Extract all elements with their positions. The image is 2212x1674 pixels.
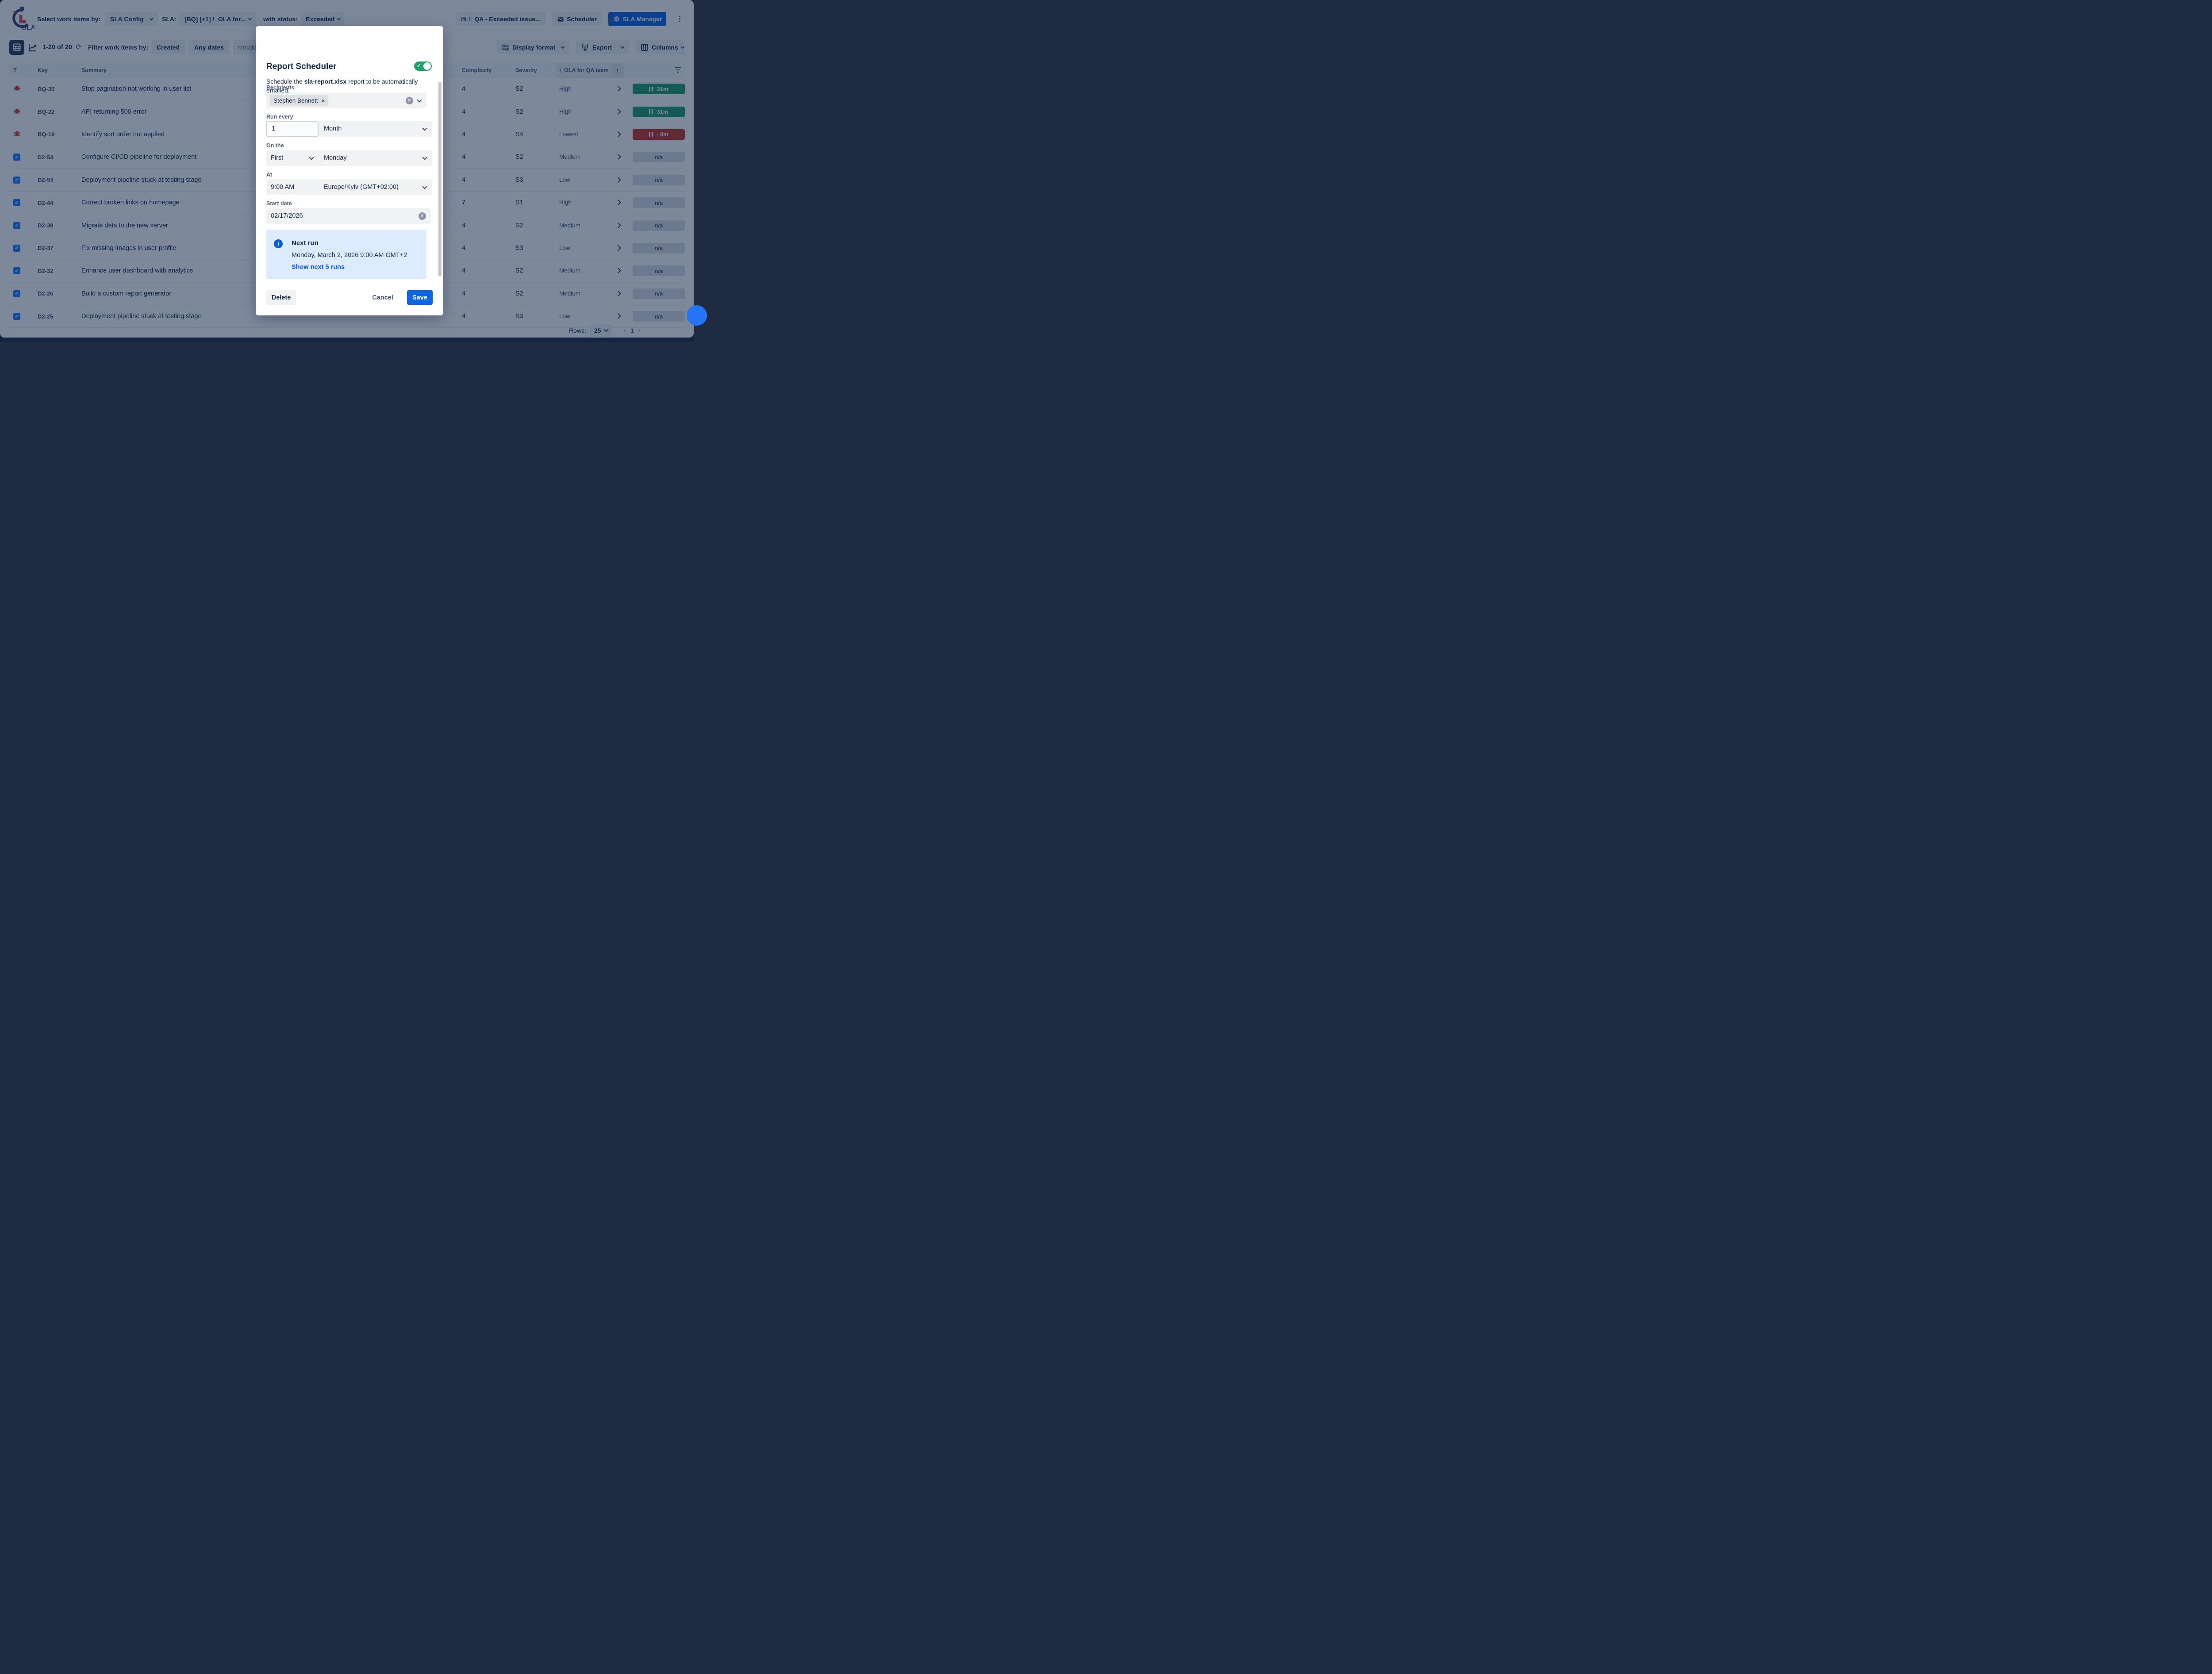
- next-run-title: Next run: [292, 239, 319, 247]
- recipient-chip[interactable]: Stephen Bennett ×: [270, 95, 329, 106]
- recipients-label: Recipients: [266, 84, 295, 91]
- delete-button[interactable]: Delete: [266, 290, 296, 305]
- start-date-input[interactable]: 02/17/2026 ×: [266, 208, 431, 224]
- weekday-value: Monday: [324, 154, 347, 161]
- save-button[interactable]: Save: [407, 290, 433, 305]
- report-scheduler-modal: Report Scheduler ✓ Schedule the sla-repo…: [256, 26, 443, 315]
- recipients-field[interactable]: Stephen Bennett × ×: [266, 92, 426, 108]
- run-every-unit-select[interactable]: Month: [319, 121, 432, 137]
- run-every-unit-value: Month: [324, 125, 342, 132]
- run-every-input[interactable]: 1: [266, 121, 319, 137]
- run-every-label: Run every: [266, 114, 293, 120]
- on-the-label: On the: [266, 142, 284, 149]
- timezone-value: Europe/Kyiv (GMT+02:00): [324, 184, 399, 191]
- modal-description: Schedule the sla-report.xlsx report to b…: [266, 78, 418, 94]
- ordinal-value: First: [271, 154, 284, 161]
- cancel-button[interactable]: Cancel: [372, 294, 393, 301]
- time-value: 9:00 AM: [271, 184, 295, 191]
- clear-recipients-icon[interactable]: ×: [406, 96, 413, 104]
- recipient-name: Stephen Bennett: [273, 97, 318, 104]
- modal-title: Report Scheduler: [266, 62, 337, 71]
- run-every-value: 1: [272, 125, 276, 132]
- toggle-check-icon: ✓: [417, 63, 421, 69]
- show-next-runs-link[interactable]: Show next 5 runs: [292, 264, 345, 271]
- remove-recipient-icon[interactable]: ×: [321, 97, 325, 104]
- chevron-down-icon: [422, 125, 427, 131]
- start-date-value: 02/17/2026: [271, 212, 303, 219]
- at-label: At: [266, 172, 273, 178]
- modal-scrollbar[interactable]: [438, 82, 442, 276]
- info-icon: i: [274, 239, 283, 248]
- scheduler-toggle[interactable]: ✓: [414, 61, 432, 71]
- timezone-select[interactable]: Europe/Kyiv (GMT+02:00): [319, 179, 432, 195]
- time-input[interactable]: 9:00 AM: [266, 179, 319, 195]
- next-run-value: Monday, March 2, 2026 9:00 AM GMT+2: [292, 252, 407, 259]
- help-fab[interactable]: [687, 305, 707, 326]
- next-run-panel: i Next run Monday, March 2, 2026 9:00 AM…: [266, 230, 426, 279]
- weekday-select[interactable]: Monday: [319, 150, 432, 166]
- chevron-down-icon: [422, 154, 427, 160]
- chevron-down-icon: [309, 154, 314, 160]
- start-date-label: Start date: [266, 200, 292, 207]
- chevron-down-icon: [422, 184, 427, 189]
- chevron-down-icon: [417, 97, 422, 103]
- ordinal-select[interactable]: First: [266, 150, 319, 166]
- clear-date-icon[interactable]: ×: [419, 212, 426, 220]
- toggle-knob: [423, 62, 431, 70]
